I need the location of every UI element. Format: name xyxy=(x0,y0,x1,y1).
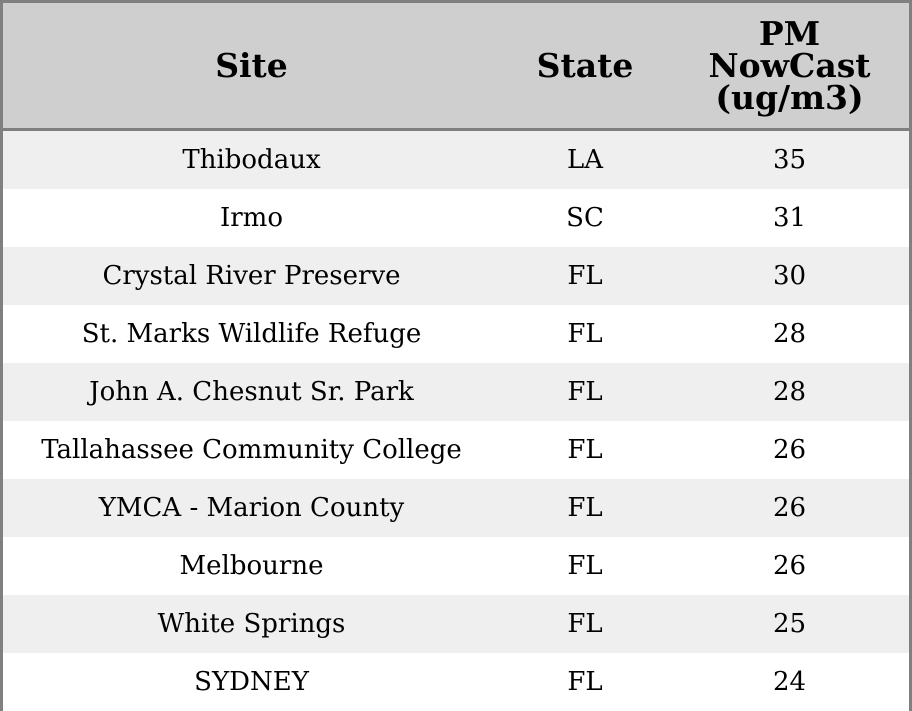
table-row: John A. Chesnut Sr. Park FL 28 xyxy=(3,363,909,421)
site-cell: Tallahassee Community College xyxy=(41,435,462,465)
state-cell: LA xyxy=(566,145,604,175)
table-row: Irmo SC 31 xyxy=(3,189,909,247)
site-cell: SYDNEY xyxy=(194,667,309,697)
state-cell: SC xyxy=(566,203,604,233)
pm-nowcast-cell: 26 xyxy=(772,551,807,581)
column-header-state: State xyxy=(536,45,634,85)
table-row: YMCA - Marion County FL 26 xyxy=(3,479,909,537)
state-cell: FL xyxy=(567,435,603,465)
state-cell: FL xyxy=(567,377,603,407)
table-row: St. Marks Wildlife Refuge FL 28 xyxy=(3,305,909,363)
table-body: Thibodaux LA 35 Irmo SC 31 Crystal River Prese… xyxy=(3,131,909,711)
state-cell: FL xyxy=(567,551,603,581)
column-header-pm-line2: NowCast xyxy=(708,45,871,85)
pm-nowcast-cell: 28 xyxy=(772,377,807,407)
table-row: Tallahassee Community College FL 26 xyxy=(3,421,909,479)
site-cell: Melbourne xyxy=(179,551,324,581)
table-row: Crystal River Preserve FL 30 xyxy=(3,247,909,305)
site-cell: John A. Chesnut Sr. Park xyxy=(89,377,414,407)
state-cell: FL xyxy=(567,667,603,697)
site-cell: YMCA - Marion County xyxy=(98,493,405,523)
site-cell: White Springs xyxy=(157,609,346,639)
pm-nowcast-cell: 24 xyxy=(772,667,807,697)
pm-nowcast-cell: 30 xyxy=(772,261,807,291)
table-row: White Springs FL 25 xyxy=(3,595,909,653)
table-row: SYDNEY FL 24 xyxy=(3,653,909,711)
table-row: Thibodaux LA 35 xyxy=(3,131,909,189)
column-header-pm-line3: (ug/m3) xyxy=(715,77,864,117)
table-header-row: Site State PM NowCast (ug/m3) xyxy=(3,3,909,131)
site-cell: Crystal River Preserve xyxy=(102,261,401,291)
table-row: Melbourne FL 26 xyxy=(3,537,909,595)
pm-nowcast-cell: 35 xyxy=(772,145,807,175)
site-cell: Thibodaux xyxy=(182,145,321,175)
column-header-pm-nowcast: PM NowCast (ug/m3) xyxy=(670,3,909,128)
state-cell: FL xyxy=(567,493,603,523)
site-cell: Irmo xyxy=(219,203,283,233)
pm-nowcast-cell: 31 xyxy=(772,203,807,233)
site-cell: St. Marks Wildlife Refuge xyxy=(81,319,422,349)
pm-nowcast-cell: 25 xyxy=(772,609,807,639)
column-header-site: Site xyxy=(215,45,288,85)
state-cell: FL xyxy=(567,319,603,349)
pm-nowcast-cell: 26 xyxy=(772,435,807,465)
pm-nowcast-cell: 28 xyxy=(772,319,807,349)
state-cell: FL xyxy=(567,609,603,639)
pm-nowcast-cell: 26 xyxy=(772,493,807,523)
state-cell: FL xyxy=(567,261,603,291)
column-header-pm-line1: PM xyxy=(758,13,821,53)
